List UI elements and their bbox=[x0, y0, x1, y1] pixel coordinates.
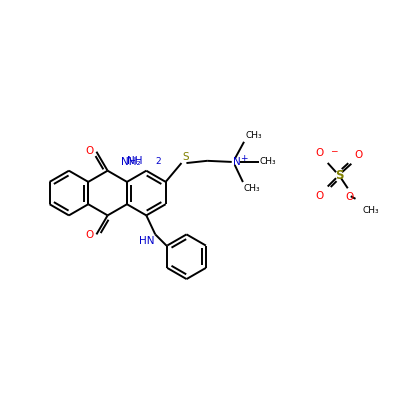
Text: S: S bbox=[335, 169, 343, 182]
Text: CH₃: CH₃ bbox=[260, 158, 276, 166]
Text: O: O bbox=[316, 148, 324, 158]
Text: CH₃: CH₃ bbox=[245, 131, 262, 140]
Text: −: − bbox=[330, 146, 337, 155]
Text: O: O bbox=[316, 192, 324, 202]
Text: O: O bbox=[85, 146, 94, 156]
Text: CH₃: CH₃ bbox=[362, 206, 379, 215]
Text: NH: NH bbox=[127, 156, 142, 166]
Text: NH₂: NH₂ bbox=[121, 157, 140, 167]
Text: +: + bbox=[240, 154, 247, 164]
Text: HN: HN bbox=[139, 236, 154, 246]
Text: O: O bbox=[346, 192, 354, 202]
Text: O: O bbox=[354, 150, 362, 160]
Text: O: O bbox=[85, 230, 94, 240]
Text: 2: 2 bbox=[155, 157, 161, 166]
Text: N: N bbox=[233, 157, 240, 167]
Text: S: S bbox=[182, 152, 189, 162]
Text: CH₃: CH₃ bbox=[244, 184, 260, 193]
